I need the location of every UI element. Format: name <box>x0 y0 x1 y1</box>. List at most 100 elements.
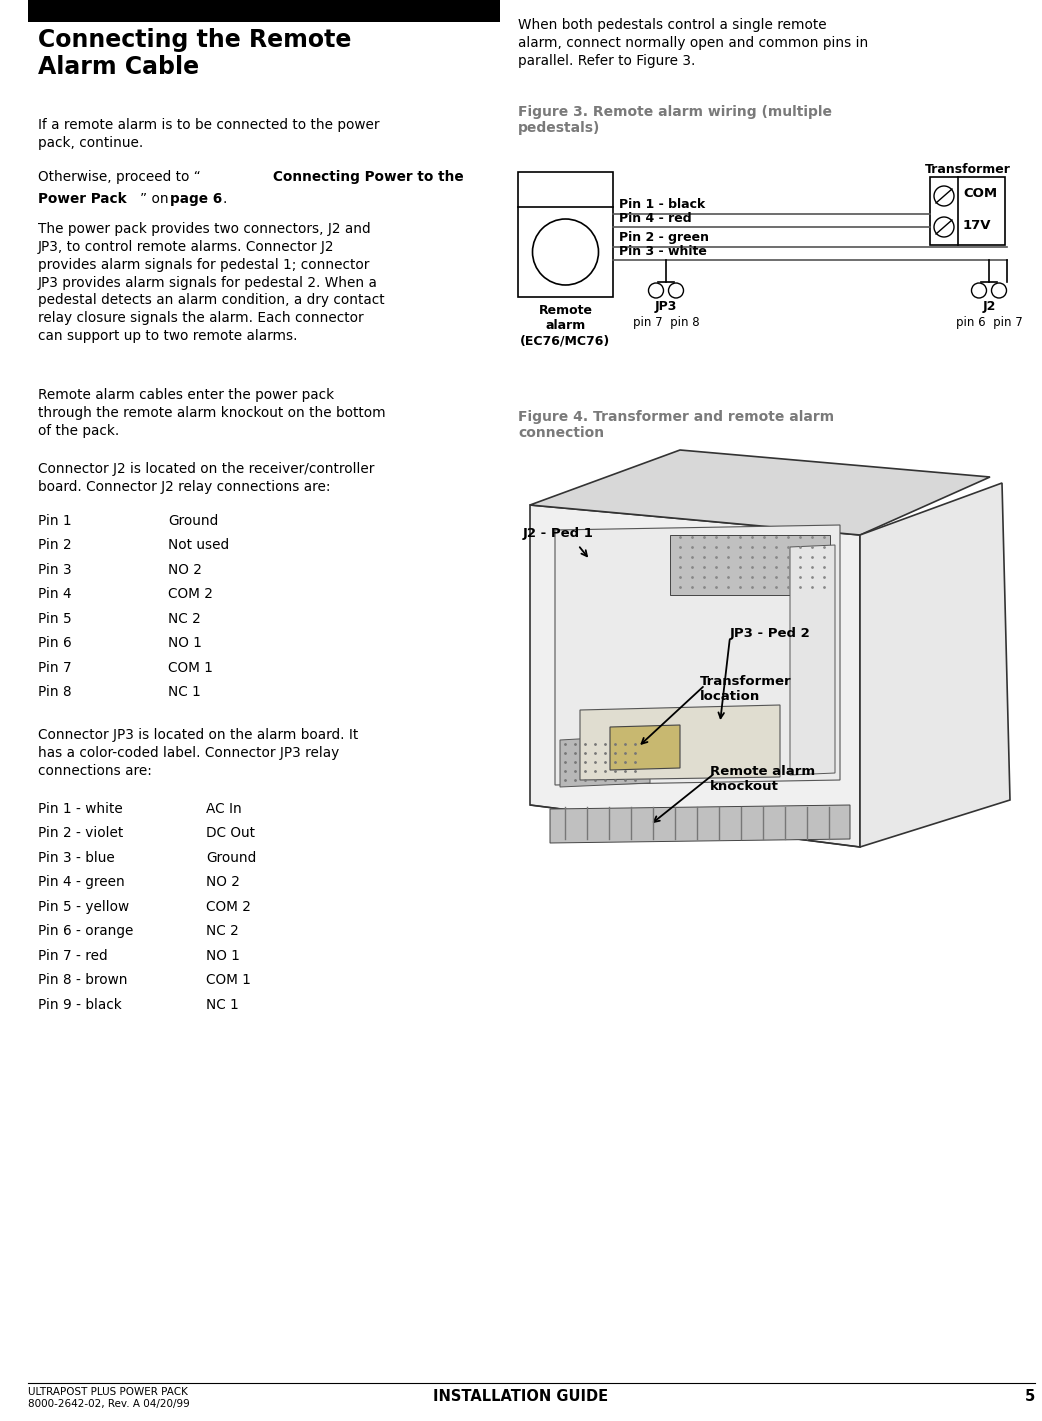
Circle shape <box>669 283 684 298</box>
Polygon shape <box>670 534 830 595</box>
Circle shape <box>934 217 954 237</box>
Bar <box>518 172 613 297</box>
Circle shape <box>537 520 547 530</box>
Text: J2 - Ped 1: J2 - Ped 1 <box>523 527 594 540</box>
Circle shape <box>648 283 664 298</box>
Text: If a remote alarm is to be connected to the power
pack, continue.: If a remote alarm is to be connected to … <box>38 118 379 149</box>
Text: Connecting Power to the: Connecting Power to the <box>273 171 464 183</box>
Text: Pin 1: Pin 1 <box>38 514 72 529</box>
Circle shape <box>988 773 1002 787</box>
Text: NO 1: NO 1 <box>168 637 202 651</box>
Text: DC Out: DC Out <box>206 827 255 840</box>
Text: JP3 - Ped 2: JP3 - Ped 2 <box>730 627 811 639</box>
Circle shape <box>990 760 1000 770</box>
Circle shape <box>770 818 790 838</box>
Text: Transformer: Transformer <box>924 163 1011 176</box>
Text: Pin 9 - black: Pin 9 - black <box>38 998 122 1012</box>
Text: Pin 3 - blue: Pin 3 - blue <box>38 851 115 865</box>
Text: Power Pack: Power Pack <box>38 192 127 206</box>
Circle shape <box>532 219 598 286</box>
Text: NC 2: NC 2 <box>168 612 201 627</box>
Text: 5: 5 <box>1024 1388 1035 1404</box>
Text: Pin 6 - orange: Pin 6 - orange <box>38 925 133 938</box>
Text: Pin 2: Pin 2 <box>38 539 72 553</box>
Text: Pin 2 - violet: Pin 2 - violet <box>38 827 123 840</box>
Circle shape <box>988 523 1002 537</box>
Text: 17V: 17V <box>963 219 992 232</box>
Text: Figure 4. Transformer and remote alarm
connection: Figure 4. Transformer and remote alarm c… <box>518 411 835 441</box>
Text: Figure 3. Remote alarm wiring (multiple
pedestals): Figure 3. Remote alarm wiring (multiple … <box>518 105 832 135</box>
Text: Remote alarm cables enter the power pack
through the remote alarm knockout on th: Remote alarm cables enter the power pack… <box>38 388 386 438</box>
Text: Pin 3 - white: Pin 3 - white <box>619 244 706 259</box>
Text: Otherwise, proceed to “: Otherwise, proceed to “ <box>38 171 201 183</box>
Text: Pin 3: Pin 3 <box>38 563 72 577</box>
Circle shape <box>622 736 634 747</box>
Text: NC 1: NC 1 <box>206 998 239 1012</box>
Text: Pin 4 - red: Pin 4 - red <box>619 212 692 225</box>
Text: COM 2: COM 2 <box>168 587 213 601</box>
Text: .: . <box>223 192 227 206</box>
Text: Connecting the Remote
Alarm Cable: Connecting the Remote Alarm Cable <box>38 28 351 78</box>
Text: Remote alarm
knockout: Remote alarm knockout <box>710 764 815 793</box>
Circle shape <box>710 817 730 837</box>
Circle shape <box>971 283 987 298</box>
Polygon shape <box>610 725 680 770</box>
Text: Pin 2 - green: Pin 2 - green <box>619 232 709 244</box>
Polygon shape <box>580 705 780 780</box>
Polygon shape <box>555 524 840 784</box>
Text: page 6: page 6 <box>170 192 222 206</box>
Text: COM: COM <box>963 188 997 200</box>
Bar <box>931 178 1004 244</box>
Polygon shape <box>530 806 860 847</box>
Circle shape <box>537 770 547 780</box>
Bar <box>28 0 500 21</box>
Text: Transformer
location: Transformer location <box>700 675 792 703</box>
Text: INSTALLATION GUIDE: INSTALLATION GUIDE <box>433 1388 609 1404</box>
Text: AC In: AC In <box>206 801 242 816</box>
Circle shape <box>992 283 1007 298</box>
Text: The power pack provides two connectors, J2 and
JP3, to control remote alarms. Co: The power pack provides two connectors, … <box>38 222 384 342</box>
Polygon shape <box>530 450 990 534</box>
Polygon shape <box>530 504 860 847</box>
Text: Pin 8 - brown: Pin 8 - brown <box>38 973 127 988</box>
Circle shape <box>934 186 954 206</box>
Text: ULTRAPOST PLUS POWER PACK
8000-2642-02, Rev. A 04/20/99: ULTRAPOST PLUS POWER PACK 8000-2642-02, … <box>28 1387 190 1408</box>
Text: pin 6  pin 7: pin 6 pin 7 <box>956 315 1022 330</box>
Text: Pin 1 - white: Pin 1 - white <box>38 801 123 816</box>
Text: Pin 5: Pin 5 <box>38 612 72 627</box>
Text: JP3: JP3 <box>654 300 677 313</box>
Text: Pin 8: Pin 8 <box>38 685 72 699</box>
Circle shape <box>560 813 580 833</box>
Text: NC 2: NC 2 <box>206 925 239 938</box>
Text: Pin 7 - red: Pin 7 - red <box>38 949 107 963</box>
Text: Not used: Not used <box>168 539 229 553</box>
Text: COM 2: COM 2 <box>206 899 251 914</box>
Text: COM 1: COM 1 <box>206 973 251 988</box>
Text: Connector J2 is located on the receiver/controller
board. Connector J2 relay con: Connector J2 is located on the receiver/… <box>38 462 374 495</box>
Text: Pin 5 - yellow: Pin 5 - yellow <box>38 899 129 914</box>
Polygon shape <box>550 806 850 843</box>
Text: Pin 1 - black: Pin 1 - black <box>619 199 705 212</box>
Polygon shape <box>860 483 1010 847</box>
Text: COM 1: COM 1 <box>168 661 213 675</box>
Text: Pin 6: Pin 6 <box>38 637 72 651</box>
Text: Connector JP3 is located on the alarm board. It
has a color-coded label. Connect: Connector JP3 is located on the alarm bo… <box>38 728 358 777</box>
Text: NO 2: NO 2 <box>206 875 240 890</box>
Text: Remote
alarm
(EC76/MC76): Remote alarm (EC76/MC76) <box>520 304 611 347</box>
Text: Pin 4: Pin 4 <box>38 587 72 601</box>
Text: Pin 4 - green: Pin 4 - green <box>38 875 125 890</box>
Text: NO 2: NO 2 <box>168 563 202 577</box>
Text: Ground: Ground <box>168 514 218 529</box>
Text: Pin 7: Pin 7 <box>38 661 72 675</box>
Circle shape <box>622 752 634 763</box>
Polygon shape <box>560 735 650 787</box>
Text: NC 1: NC 1 <box>168 685 201 699</box>
Text: ” on: ” on <box>140 192 169 206</box>
Text: NO 1: NO 1 <box>206 949 240 963</box>
Circle shape <box>990 500 1000 510</box>
Text: Ground: Ground <box>206 851 256 865</box>
Text: When both pedestals control a single remote
alarm, connect normally open and com: When both pedestals control a single rem… <box>518 18 868 68</box>
Text: pin 7  pin 8: pin 7 pin 8 <box>632 315 699 330</box>
Text: J2: J2 <box>983 300 996 313</box>
Polygon shape <box>790 546 835 774</box>
